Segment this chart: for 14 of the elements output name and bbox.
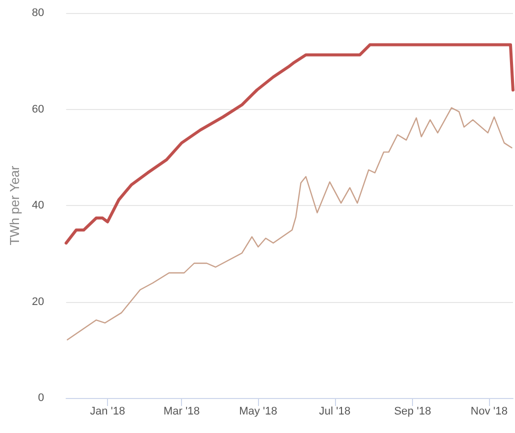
y-tick-label: 80: [32, 7, 44, 19]
x-tick-label: Jan '18: [90, 406, 126, 418]
y-tick-label: 0: [38, 392, 44, 404]
line-series: [64, 43, 514, 245]
y-axis-title: TWh per Year: [7, 165, 22, 246]
x-tick-label: May '18: [239, 406, 278, 418]
x-tick-label: Jul '18: [319, 406, 350, 418]
y-tick-label: 20: [32, 296, 44, 308]
y-tick-label: 60: [32, 103, 44, 116]
x-tick-label: Nov '18: [470, 406, 508, 418]
line-series: [66, 107, 512, 340]
x-tick-label: Mar '18: [163, 406, 200, 418]
y-tick-label: 40: [32, 200, 44, 212]
x-tick-label: Sep '18: [394, 406, 432, 418]
